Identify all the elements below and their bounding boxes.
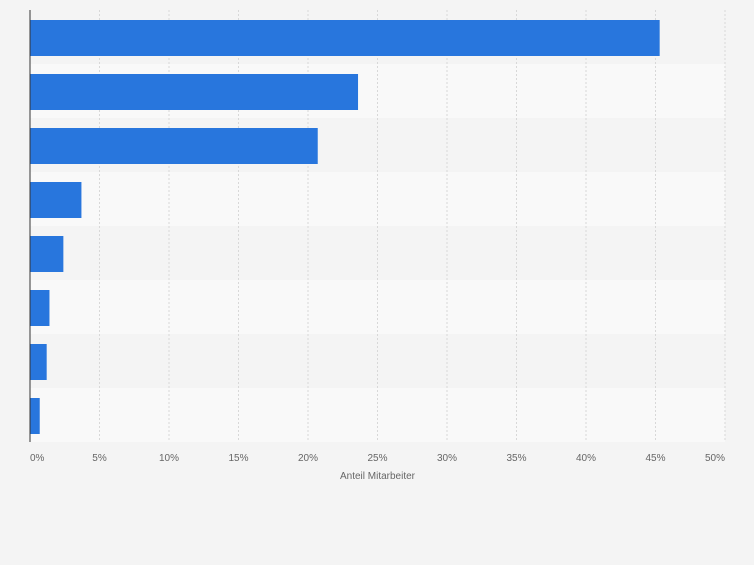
x-tick-label: 10%: [159, 453, 179, 464]
bar[interactable]: [30, 236, 64, 272]
bar[interactable]: [30, 290, 50, 326]
bar[interactable]: [30, 398, 40, 434]
x-tick-label: 25%: [367, 453, 387, 464]
bar[interactable]: [30, 182, 82, 218]
x-tick-label: 20%: [298, 453, 318, 464]
x-tick-label: 35%: [506, 453, 526, 464]
x-tick-label: 40%: [576, 453, 596, 464]
bars: [30, 20, 660, 434]
bar[interactable]: [30, 128, 318, 164]
bar[interactable]: [30, 344, 47, 380]
x-tick-label: 5%: [92, 453, 107, 464]
x-axis-label: Anteil Mitarbeiter: [340, 471, 416, 482]
x-tick-label: 50%: [705, 453, 725, 464]
x-tick-label: 45%: [645, 453, 665, 464]
x-axis-ticks: 0% 5% 10% 15% 20% 25% 30% 35% 40% 45% 50%: [30, 453, 725, 464]
bar[interactable]: [30, 74, 359, 110]
x-tick-label: 30%: [437, 453, 457, 464]
x-tick-label: 0%: [30, 453, 45, 464]
bar[interactable]: [30, 20, 660, 56]
x-tick-label: 15%: [228, 453, 248, 464]
